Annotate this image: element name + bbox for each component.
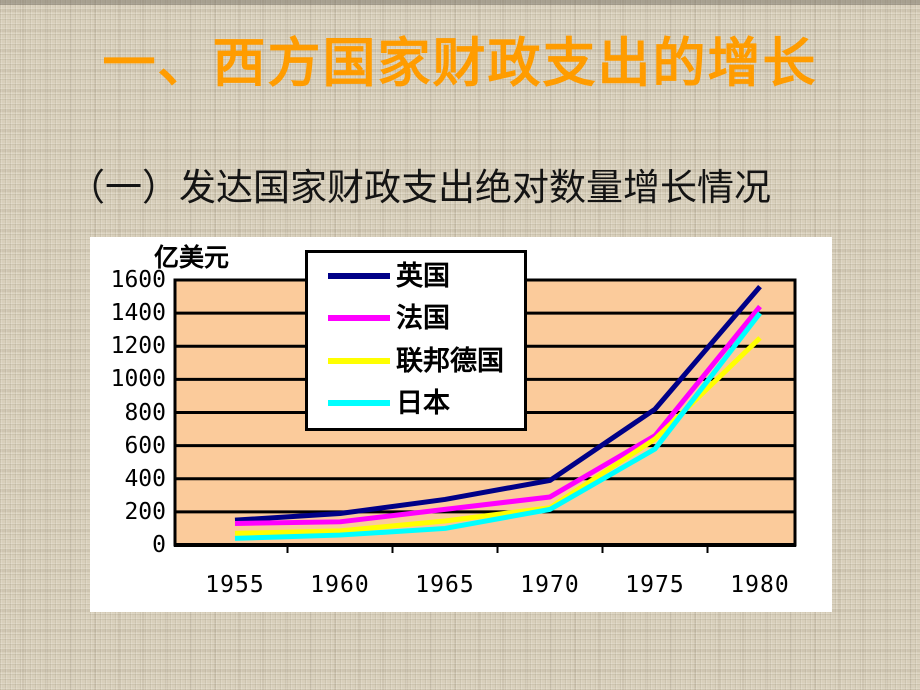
y-axis-unit-label: 亿美元 [154,245,230,272]
legend-label: 联邦德国 [396,345,504,376]
series-line-联邦德国 [234,336,762,536]
y-axis-tick-label: 200 [124,498,166,525]
legend-item-英国: 英国 [308,261,524,291]
chart-panel: 亿美元 0 200 400 600 800 1000 1200 1400 1600 1955 19… [90,237,832,612]
x-axis-tick-label: 1970 [520,572,580,598]
x-axis-tick-label: 1960 [310,572,370,598]
slide-top-edge [0,0,920,5]
y-axis-tick-label: 1600 [110,267,166,293]
y-axis-tick-label: 1000 [110,366,166,393]
legend-item-日本: 日本 [308,388,524,418]
x-axis-tick-label: 1955 [205,572,265,598]
y-axis-tick-label: 600 [124,432,166,459]
legend-label: 法国 [396,303,450,334]
series-line-法国 [234,304,762,526]
series-line-日本 [234,311,762,541]
slide-subtitle: （一）发达国家财政支出绝对数量增长情况 [68,168,771,209]
y-axis-tick-label: 1400 [110,300,166,327]
y-axis-tick-label: 1200 [110,333,166,360]
slide-title: 一、西方国家财政支出的增长 [102,34,818,93]
series-line-英国 [234,284,762,523]
legend-label: 英国 [396,261,450,292]
legend-swatch [328,315,390,322]
x-axis-tick-label: 1980 [730,572,790,598]
legend-swatch [328,273,390,280]
y-axis-tick-label: 400 [124,465,166,492]
legend-item-法国: 法国 [308,303,524,333]
x-axis-tick-label: 1965 [415,572,475,598]
legend-swatch [328,357,390,364]
legend-label: 日本 [396,387,450,418]
x-axis-tick-label: 1975 [625,572,685,598]
legend-item-联邦德国: 联邦德国 [308,346,524,376]
chart-legend: 英国法国联邦德国日本 [305,250,527,431]
legend-swatch [328,399,390,406]
y-axis-tick-label: 0 [152,532,166,558]
y-axis-tick-label: 800 [124,399,166,426]
